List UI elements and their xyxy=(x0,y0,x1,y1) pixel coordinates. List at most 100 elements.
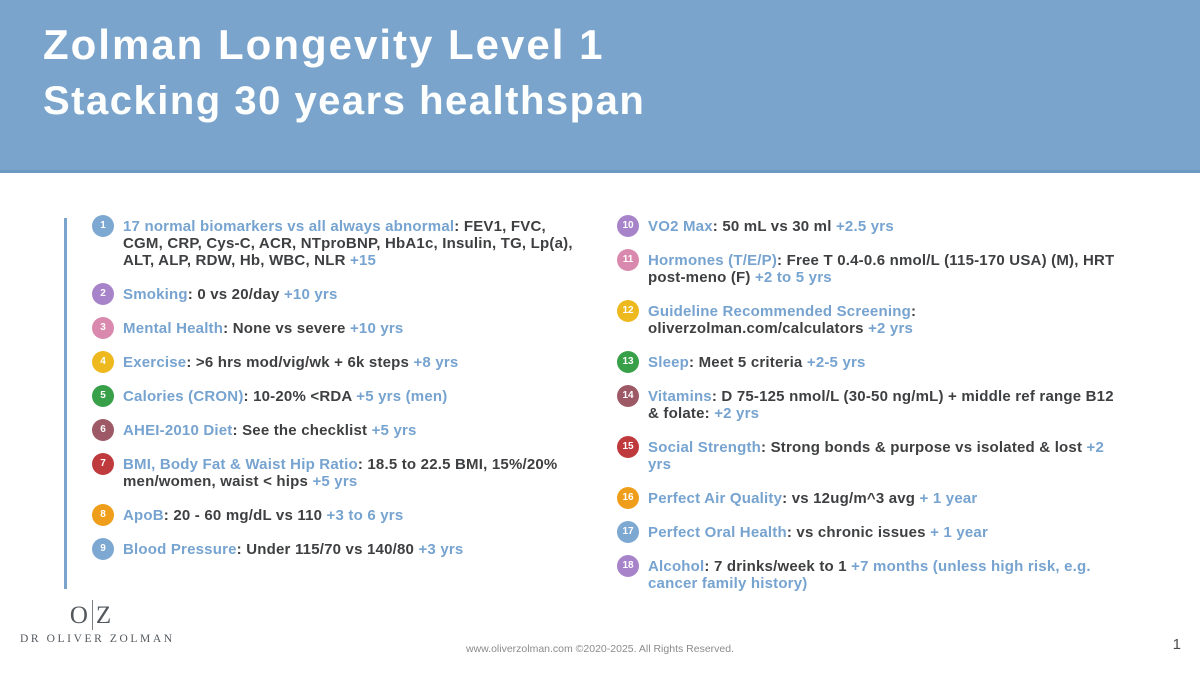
item-text: AHEI-2010 Diet: See the checklist +5 yrs xyxy=(123,422,590,439)
item-body: : oliverzolman.com/calculators xyxy=(648,303,917,337)
item-number-badge: 12 xyxy=(617,300,639,322)
item-number-badge: 3 xyxy=(92,317,114,339)
item-bonus: +2.5 yrs xyxy=(835,218,894,235)
item-text: Social Strength: Strong bonds & purpose … xyxy=(648,439,1122,473)
list-item: 2 Smoking: 0 vs 20/day +10 yrs xyxy=(92,283,590,305)
item-label: Vitamins xyxy=(648,388,712,405)
list-item: 7 BMI, Body Fat & Waist Hip Ratio: 18.5 … xyxy=(92,453,590,490)
item-bonus: +3 to 6 yrs xyxy=(326,507,404,524)
item-bonus: +8 yrs xyxy=(413,354,459,371)
item-body: : 50 mL vs 30 ml xyxy=(712,218,832,235)
item-number-badge: 11 xyxy=(617,249,639,271)
item-label: Blood Pressure xyxy=(123,541,237,558)
list-item: 10 VO2 Max: 50 mL vs 30 ml +2.5 yrs xyxy=(617,215,1122,237)
item-label: Perfect Air Quality xyxy=(648,490,783,507)
list-item: 18 Alcohol: 7 drinks/week to 1 +7 months… xyxy=(617,555,1122,592)
item-text: ApoB: 20 - 60 mg/dL vs 110 +3 to 6 yrs xyxy=(123,507,590,524)
item-bonus: +5 yrs xyxy=(371,422,417,439)
logo-letter-z: Z xyxy=(95,602,113,629)
list-item: 11 Hormones (T/E/P): Free T 0.4-0.6 nmol… xyxy=(617,249,1122,286)
item-label: Exercise xyxy=(123,354,187,371)
list-item: 3 Mental Health: None vs severe +10 yrs xyxy=(92,317,590,339)
copyright-text: www.oliverzolman.com ©2020-2025. All Rig… xyxy=(465,643,735,655)
item-text: Guideline Recommended Screening: oliverz… xyxy=(648,303,1122,337)
item-bonus: +2 yrs xyxy=(868,320,914,337)
item-bonus: +3 yrs xyxy=(418,541,464,558)
item-text: Smoking: 0 vs 20/day +10 yrs xyxy=(123,286,590,303)
item-label: Hormones (T/E/P) xyxy=(648,252,778,269)
brand-name: DR OLIVER ZOLMAN xyxy=(20,633,175,645)
item-text: Exercise: >6 hrs mod/vig/wk + 6k steps +… xyxy=(123,354,590,371)
item-label: Social Strength xyxy=(648,439,762,456)
list-item: 17 Perfect Oral Health: vs chronic issue… xyxy=(617,521,1122,543)
item-number-badge: 18 xyxy=(617,555,639,577)
item-body: : Strong bonds & purpose vs isolated & l… xyxy=(761,439,1083,456)
item-number-badge: 16 xyxy=(617,487,639,509)
item-text: Perfect Air Quality: vs 12ug/m^3 avg + 1… xyxy=(648,490,1122,507)
header-banner: Zolman Longevity Level 1 Stacking 30 yea… xyxy=(0,0,1200,173)
logo-divider-bar xyxy=(91,600,93,630)
item-label: VO2 Max xyxy=(648,218,713,235)
item-label: Smoking xyxy=(123,286,188,303)
item-number-badge: 4 xyxy=(92,351,114,373)
item-number-badge: 14 xyxy=(617,385,639,407)
item-bonus: +5 yrs xyxy=(312,473,358,490)
item-text: Sleep: Meet 5 criteria +2-5 yrs xyxy=(648,354,1122,371)
item-label: Mental Health xyxy=(123,320,224,337)
item-label: AHEI-2010 Diet xyxy=(123,422,233,439)
slide-title: Zolman Longevity Level 1 xyxy=(43,21,605,68)
item-number-badge: 2 xyxy=(92,283,114,305)
item-list-right: 10 VO2 Max: 50 mL vs 30 ml +2.5 yrs 11 H… xyxy=(617,215,1122,609)
item-label: Sleep xyxy=(648,354,690,371)
item-body: : D 75-125 nmol/L (30-50 ng/mL) + middle… xyxy=(648,388,1114,422)
list-item: 12 Guideline Recommended Screening: oliv… xyxy=(617,300,1122,337)
item-label: Guideline Recommended Screening xyxy=(648,303,911,320)
item-number-badge: 15 xyxy=(617,436,639,458)
item-bonus: +2 yrs xyxy=(648,439,1105,473)
item-body: : See the checklist xyxy=(232,422,368,439)
item-number-badge: 1 xyxy=(92,215,114,237)
item-body: : >6 hrs mod/vig/wk + 6k steps xyxy=(186,354,410,371)
item-text: Blood Pressure: Under 115/70 vs 140/80 +… xyxy=(123,541,590,558)
item-bonus: + 1 year xyxy=(919,490,978,507)
left-accent-rule xyxy=(64,218,67,589)
item-label: 17 normal biomarkers vs all always abnor… xyxy=(123,218,455,235)
item-label: ApoB xyxy=(123,507,164,524)
item-body: : 18.5 to 22.5 BMI, 15%/20% men/women, w… xyxy=(123,456,558,490)
item-bonus: +10 yrs xyxy=(283,286,338,303)
item-body: : 7 drinks/week to 1 xyxy=(704,558,847,575)
item-bonus: +5 yrs (men) xyxy=(356,388,448,405)
list-item: 5 Calories (CRON): 10-20% <RDA +5 yrs (m… xyxy=(92,385,590,407)
item-number-badge: 9 xyxy=(92,538,114,560)
item-body: : None vs severe xyxy=(223,320,346,337)
item-body: : Under 115/70 vs 140/80 xyxy=(236,541,415,558)
item-bonus: + 1 year xyxy=(930,524,988,541)
item-bonus: +2 to 5 yrs xyxy=(754,269,832,286)
item-text: 17 normal biomarkers vs all always abnor… xyxy=(123,218,590,269)
list-item: 14 Vitamins: D 75-125 nmol/L (30-50 ng/m… xyxy=(617,385,1122,422)
item-body: : 0 vs 20/day xyxy=(187,286,280,303)
logo-letter-o: O xyxy=(69,602,89,629)
item-number-badge: 5 xyxy=(92,385,114,407)
item-text: Vitamins: D 75-125 nmol/L (30-50 ng/mL) … xyxy=(648,388,1122,422)
item-body: : vs chronic issues xyxy=(786,524,926,541)
item-text: VO2 Max: 50 mL vs 30 ml +2.5 yrs xyxy=(648,218,1122,235)
item-number-badge: 17 xyxy=(617,521,639,543)
item-number-badge: 13 xyxy=(617,351,639,373)
list-item: 15 Social Strength: Strong bonds & purpo… xyxy=(617,436,1122,473)
page-number: 1 xyxy=(1172,636,1181,653)
item-body: : 20 - 60 mg/dL vs 110 xyxy=(163,507,323,524)
list-item: 6 AHEI-2010 Diet: See the checklist +5 y… xyxy=(92,419,590,441)
item-label: Perfect Oral Health xyxy=(648,524,787,541)
item-text: BMI, Body Fat & Waist Hip Ratio: 18.5 to… xyxy=(123,456,590,490)
item-body: : Meet 5 criteria xyxy=(689,354,803,371)
item-text: Hormones (T/E/P): Free T 0.4-0.6 nmol/L … xyxy=(648,252,1122,286)
item-label: Calories (CRON) xyxy=(123,388,244,405)
item-bonus: +15 xyxy=(349,252,377,269)
item-number-badge: 6 xyxy=(92,419,114,441)
item-list-left: 1 17 normal biomarkers vs all always abn… xyxy=(92,215,590,575)
list-item: 16 Perfect Air Quality: vs 12ug/m^3 avg … xyxy=(617,487,1122,509)
item-body: : vs 12ug/m^3 avg xyxy=(782,490,916,507)
